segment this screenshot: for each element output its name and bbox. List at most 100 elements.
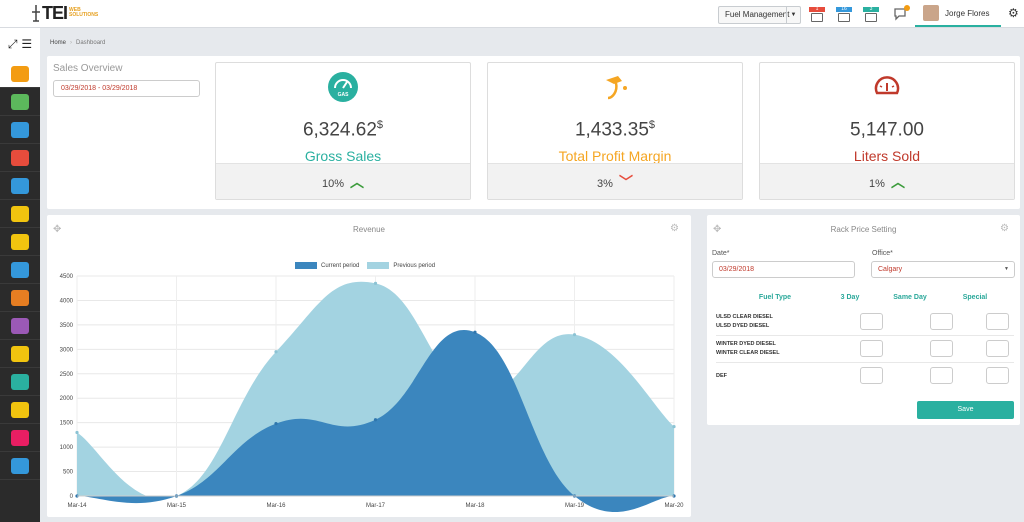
notification-count: 1	[809, 7, 825, 12]
move-icon[interactable]: ✥	[53, 224, 62, 235]
price-same-day-input[interactable]	[930, 367, 953, 384]
chart-legend: Current period Previous period	[295, 262, 435, 269]
data-point	[75, 430, 79, 435]
legend-swatch	[367, 262, 390, 269]
logo[interactable]: TEI WEB SOLUTIONS	[30, 2, 98, 24]
trend-down-icon: ﹀	[618, 174, 633, 190]
breadcrumb-home[interactable]: Home	[50, 40, 67, 46]
price-special-input[interactable]	[986, 367, 1009, 384]
price-3-day-input[interactable]	[860, 340, 883, 357]
kpi-change: 10%	[321, 178, 345, 190]
y-tick-label: 1500	[60, 421, 74, 427]
notification-count: 16	[836, 7, 852, 12]
y-tick-label: 1000	[60, 445, 74, 451]
user-menu[interactable]: Jorge Flores	[915, 0, 1001, 27]
fuel-row-3: DEF	[716, 372, 727, 381]
sidebar-item[interactable]	[0, 368, 40, 396]
fuel-row-2: WINTER DYED DIESEL WINTER CLEAR DIESEL	[716, 340, 780, 358]
kpi-label: Liters Sold	[853, 148, 921, 164]
legend-swatch	[295, 262, 317, 269]
sidebar-item[interactable]	[0, 116, 40, 144]
price-same-day-input[interactable]	[930, 313, 953, 330]
drop-icon	[11, 373, 29, 390]
kpi-change: 1%	[869, 178, 885, 190]
price-3-day-input[interactable]	[860, 313, 883, 330]
price-3-day-input[interactable]	[860, 367, 883, 384]
sidebar-item[interactable]	[0, 88, 40, 116]
revenue-title: Revenue	[352, 225, 386, 234]
sidebar-item[interactable]	[0, 340, 40, 368]
sidebar-item[interactable]	[0, 256, 40, 284]
rack-date-input[interactable]: 03/29/2018	[712, 261, 855, 278]
gas-gauge-icon: GAS	[328, 72, 358, 102]
expand-icon[interactable]: ⤢	[7, 36, 18, 51]
sidebar-item[interactable]	[0, 172, 40, 200]
settings-icon	[11, 401, 29, 418]
sidebar-toggle[interactable]: ⤢ ☰	[0, 28, 40, 60]
col-fuel-type: Fuel Type	[758, 294, 792, 301]
sidebar-item[interactable]	[0, 452, 40, 480]
office-select[interactable]: Calgary ▼	[871, 261, 1015, 278]
row-divider	[716, 335, 1014, 336]
sidebar-item[interactable]	[0, 312, 40, 340]
col-special: Special	[962, 294, 988, 301]
x-tick-label: Mar-17	[366, 503, 386, 509]
module-select[interactable]: Fuel Management ▼	[718, 6, 801, 24]
kpi-label: Total Profit Margin	[558, 148, 672, 164]
date-range-input[interactable]: 03/29/2018 - 03/29/2018	[53, 80, 200, 97]
fuel-name: ULSD CLEAR DIESEL	[716, 314, 773, 320]
kpi-card-liters-sold: 5,147.00 Liters Sold 1% ︿	[759, 62, 1015, 200]
chat-icon	[894, 5, 910, 21]
kpi-value: 6,324.62	[302, 119, 377, 141]
fuel-name: WINTER CLEAR DIESEL	[716, 350, 780, 356]
kpi-card-gross-sales: GAS 6,324.62$ Gross Sales 10% ︿	[215, 62, 471, 200]
notification-inbox[interactable]: 3	[862, 4, 880, 22]
kpi-label: Gross Sales	[304, 148, 382, 164]
rack-price-title: Rack Price Setting	[830, 225, 897, 234]
settings-icon[interactable]: ⚙	[670, 223, 679, 234]
notification-calendar[interactable]: 16	[835, 4, 853, 22]
y-tick-label: 4500	[60, 274, 74, 280]
building-icon	[11, 177, 29, 194]
kpi-unit: $	[648, 119, 656, 131]
sidebar-item[interactable]	[0, 284, 40, 312]
price-special-input[interactable]	[986, 340, 1009, 357]
price-same-day-input[interactable]	[930, 340, 953, 357]
fuel-name: WINTER DYED DIESEL	[716, 341, 776, 347]
row-divider	[716, 362, 1014, 363]
fuel-name: DEF	[716, 373, 727, 379]
y-tick-label: 2500	[60, 372, 74, 378]
x-tick-label: Mar-18	[465, 503, 485, 509]
notification-chat[interactable]	[892, 4, 910, 22]
sidebar-item[interactable]	[0, 228, 40, 256]
sidebar-item[interactable]	[0, 144, 40, 172]
flag-icon	[811, 13, 823, 22]
top-bar: TEI WEB SOLUTIONS Fuel Management ▼ 1 16…	[0, 0, 1024, 28]
monitor-icon	[11, 345, 29, 362]
breadcrumb: Home › Dashboard	[50, 40, 106, 46]
y-tick-label: 0	[70, 494, 74, 500]
kpi-card-profit-margin: 1,433.35$ Total Profit Margin 3% ﹀	[487, 62, 743, 200]
sidebar-item[interactable]	[0, 60, 40, 88]
x-tick-label: Mar-20	[664, 503, 684, 509]
dashboard-icon	[11, 65, 29, 82]
x-tick-label: Mar-16	[266, 503, 286, 509]
sidebar-item[interactable]	[0, 396, 40, 424]
y-tick-label: 4000	[60, 298, 74, 304]
module-select-value: Fuel Management	[725, 10, 790, 19]
save-button[interactable]: Save	[917, 401, 1014, 419]
sidebar: ⤢ ☰	[0, 28, 40, 522]
settings-icon[interactable]: ⚙	[1000, 223, 1009, 234]
menu-icon[interactable]: ☰	[21, 37, 33, 51]
notification-flags[interactable]: 1	[808, 4, 826, 22]
x-tick-label: Mar-19	[565, 503, 585, 509]
sidebar-item[interactable]	[0, 424, 40, 452]
legend-label: Current period	[321, 262, 360, 269]
gear-icon[interactable]: ⚙	[1008, 6, 1019, 20]
price-special-input[interactable]	[986, 313, 1009, 330]
data-point	[473, 330, 477, 334]
data-point	[672, 424, 676, 429]
move-icon[interactable]: ✥	[713, 224, 722, 235]
cards-icon	[11, 457, 29, 474]
sidebar-item[interactable]	[0, 200, 40, 228]
